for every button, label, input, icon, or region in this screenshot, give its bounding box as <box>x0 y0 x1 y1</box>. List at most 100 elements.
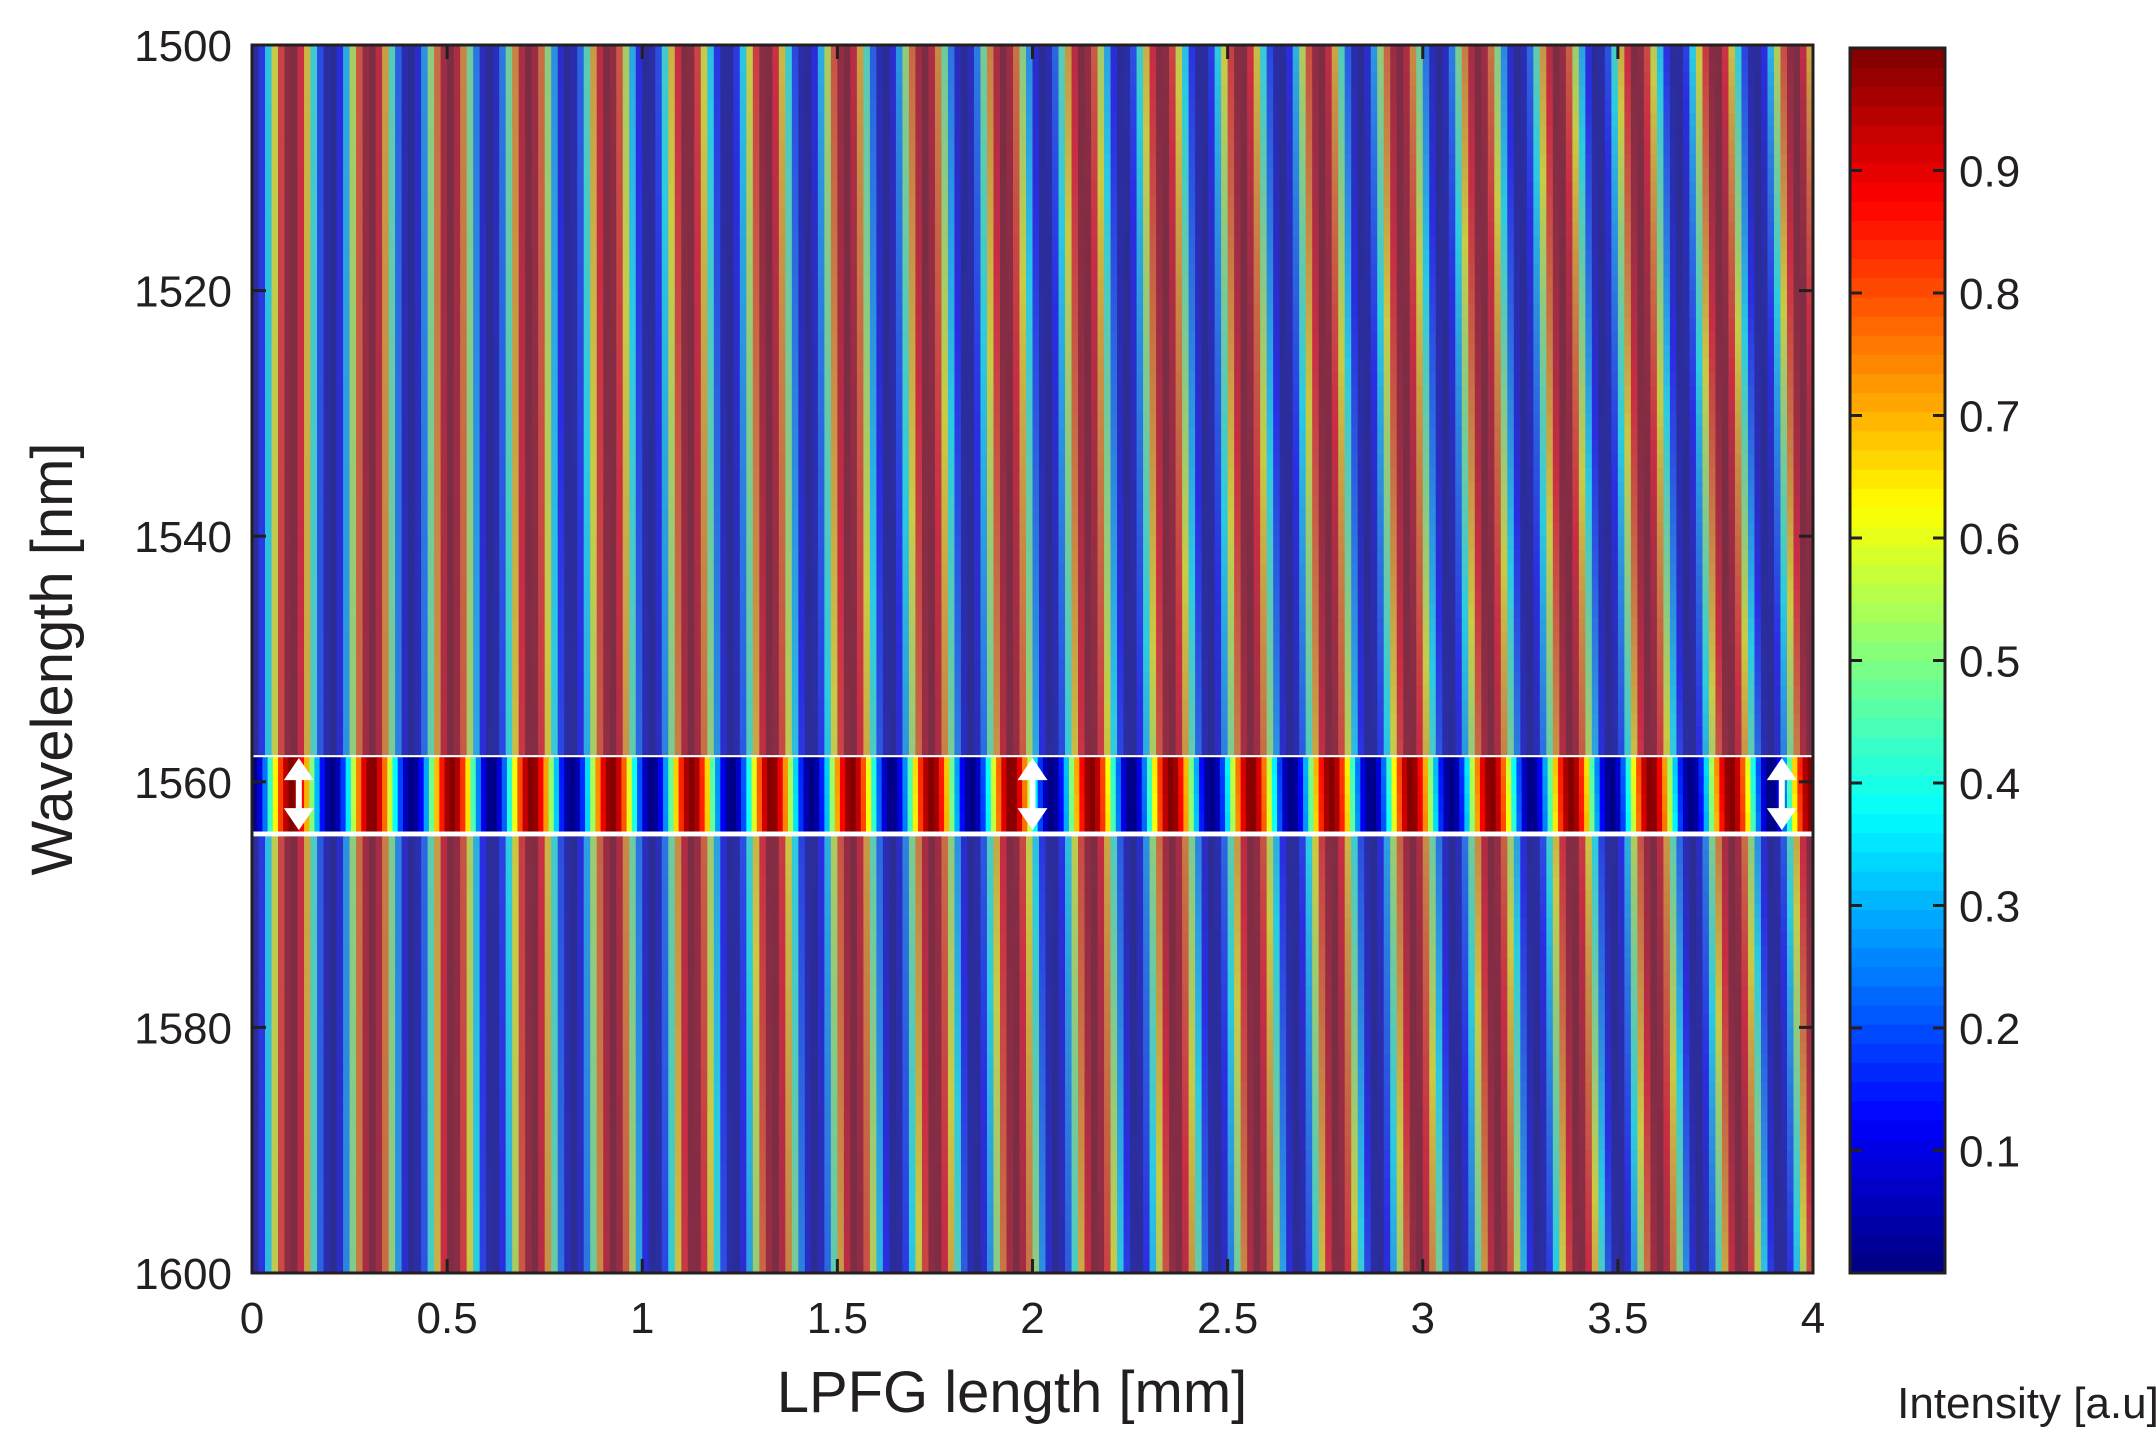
heatmap-cell <box>687 113 695 128</box>
heatmap-cell <box>1435 317 1443 333</box>
heatmap-cell <box>1403 263 1411 278</box>
heatmap-cell <box>1767 236 1775 251</box>
heatmap-cell <box>1533 45 1541 60</box>
heatmap-cell <box>1578 304 1586 319</box>
heatmap-cell <box>1091 236 1099 251</box>
heatmap-cell <box>388 208 396 223</box>
heatmap-cell <box>323 263 331 278</box>
heatmap-cell <box>1526 113 1534 128</box>
heatmap-cell <box>1136 236 1144 251</box>
heatmap-cell <box>1299 140 1307 155</box>
heatmap-cell <box>856 154 864 169</box>
heatmap-cell <box>447 290 455 305</box>
heatmap-cell <box>1559 208 1567 223</box>
heatmap-cell <box>1273 249 1281 264</box>
heatmap-cell <box>421 45 429 60</box>
heatmap-cell <box>1377 58 1385 73</box>
heatmap-cell <box>1032 195 1040 210</box>
heatmap-cell <box>609 236 617 251</box>
heatmap-cell <box>1279 45 1287 60</box>
heatmap-cell <box>869 236 877 251</box>
heatmap-cell <box>1656 208 1664 223</box>
heatmap-cell <box>746 290 754 305</box>
heatmap-cell <box>1474 276 1482 292</box>
heatmap-cell <box>570 263 578 278</box>
heatmap-cell <box>1162 290 1170 305</box>
heatmap-cell <box>1273 181 1281 196</box>
heatmap-cell <box>674 72 682 87</box>
heatmap-cell <box>1305 236 1313 251</box>
heatmap-cell <box>973 263 982 278</box>
heatmap-cell <box>759 140 767 155</box>
heatmap-cell <box>824 317 832 333</box>
heatmap-cell <box>486 263 494 278</box>
heatmap-cell <box>1689 276 1697 292</box>
heatmap-cell <box>785 113 793 128</box>
heatmap-cell <box>1006 126 1014 142</box>
heatmap-cell <box>1435 72 1443 87</box>
heatmap-cell <box>804 222 812 237</box>
heatmap-cell <box>1539 208 1547 223</box>
heatmap-cell <box>668 154 676 169</box>
heatmap-cell <box>1019 195 1027 210</box>
heatmap-cell <box>401 290 409 305</box>
heatmap-cell <box>1773 45 1782 60</box>
heatmap-cell <box>973 276 982 292</box>
heatmap-cell <box>973 304 982 319</box>
heatmap-cell <box>1156 263 1164 278</box>
heatmap-cell <box>330 140 338 155</box>
heatmap-cell <box>986 140 995 155</box>
heatmap-cell <box>681 99 689 114</box>
heatmap-cell <box>1448 72 1456 87</box>
heatmap-cell <box>973 154 982 169</box>
heatmap-cell <box>1624 208 1632 223</box>
heatmap-cell <box>362 167 370 183</box>
heatmap-cell <box>1357 263 1365 278</box>
heatmap-cell <box>1526 140 1534 155</box>
heatmap-cell <box>1617 249 1625 264</box>
heatmap-cell <box>1143 208 1151 223</box>
heatmap-cell <box>889 195 897 210</box>
heatmap-cell <box>356 113 364 128</box>
heatmap-cell <box>765 72 773 87</box>
heatmap-cell <box>1591 222 1599 237</box>
heatmap-cell <box>817 222 825 237</box>
heatmap-cell <box>1331 113 1339 128</box>
heatmap-cell <box>1318 317 1326 333</box>
heatmap-cell <box>1396 99 1404 114</box>
heatmap-cell <box>1299 72 1307 87</box>
heatmap-cell <box>1149 140 1157 155</box>
heatmap-cell <box>941 181 949 196</box>
heatmap-cell <box>681 154 689 169</box>
heatmap-cell <box>1273 195 1281 210</box>
heatmap-cell <box>1760 154 1769 169</box>
heatmap-cell <box>382 126 390 142</box>
heatmap-cell <box>401 140 409 155</box>
heatmap-cell <box>278 222 286 237</box>
heatmap-cell <box>258 126 266 142</box>
heatmap-cell <box>336 126 344 142</box>
heatmap-cell <box>1117 99 1125 114</box>
heatmap-cell <box>382 249 390 264</box>
heatmap-cell <box>1104 167 1112 183</box>
heatmap-cell <box>895 113 904 128</box>
heatmap-cell <box>1578 154 1586 169</box>
heatmap-cell <box>1247 236 1255 251</box>
heatmap-cell <box>1149 317 1157 333</box>
heatmap-cell <box>1669 249 1678 264</box>
heatmap-cell <box>1435 236 1443 251</box>
heatmap-cell <box>1065 304 1073 319</box>
heatmap-cell <box>772 263 780 278</box>
heatmap-cell <box>1650 290 1658 305</box>
heatmap-cell <box>765 195 773 210</box>
heatmap-cell <box>824 72 832 87</box>
heatmap-cell <box>1273 58 1281 73</box>
heatmap-cell <box>258 304 266 319</box>
heatmap-cell <box>1799 85 1808 101</box>
heatmap-cell <box>577 276 585 292</box>
heatmap-cell <box>1520 236 1528 251</box>
heatmap-cell <box>1383 263 1391 278</box>
heatmap-cell <box>596 195 604 210</box>
heatmap-cell <box>596 72 604 87</box>
heatmap-cell <box>544 72 552 87</box>
